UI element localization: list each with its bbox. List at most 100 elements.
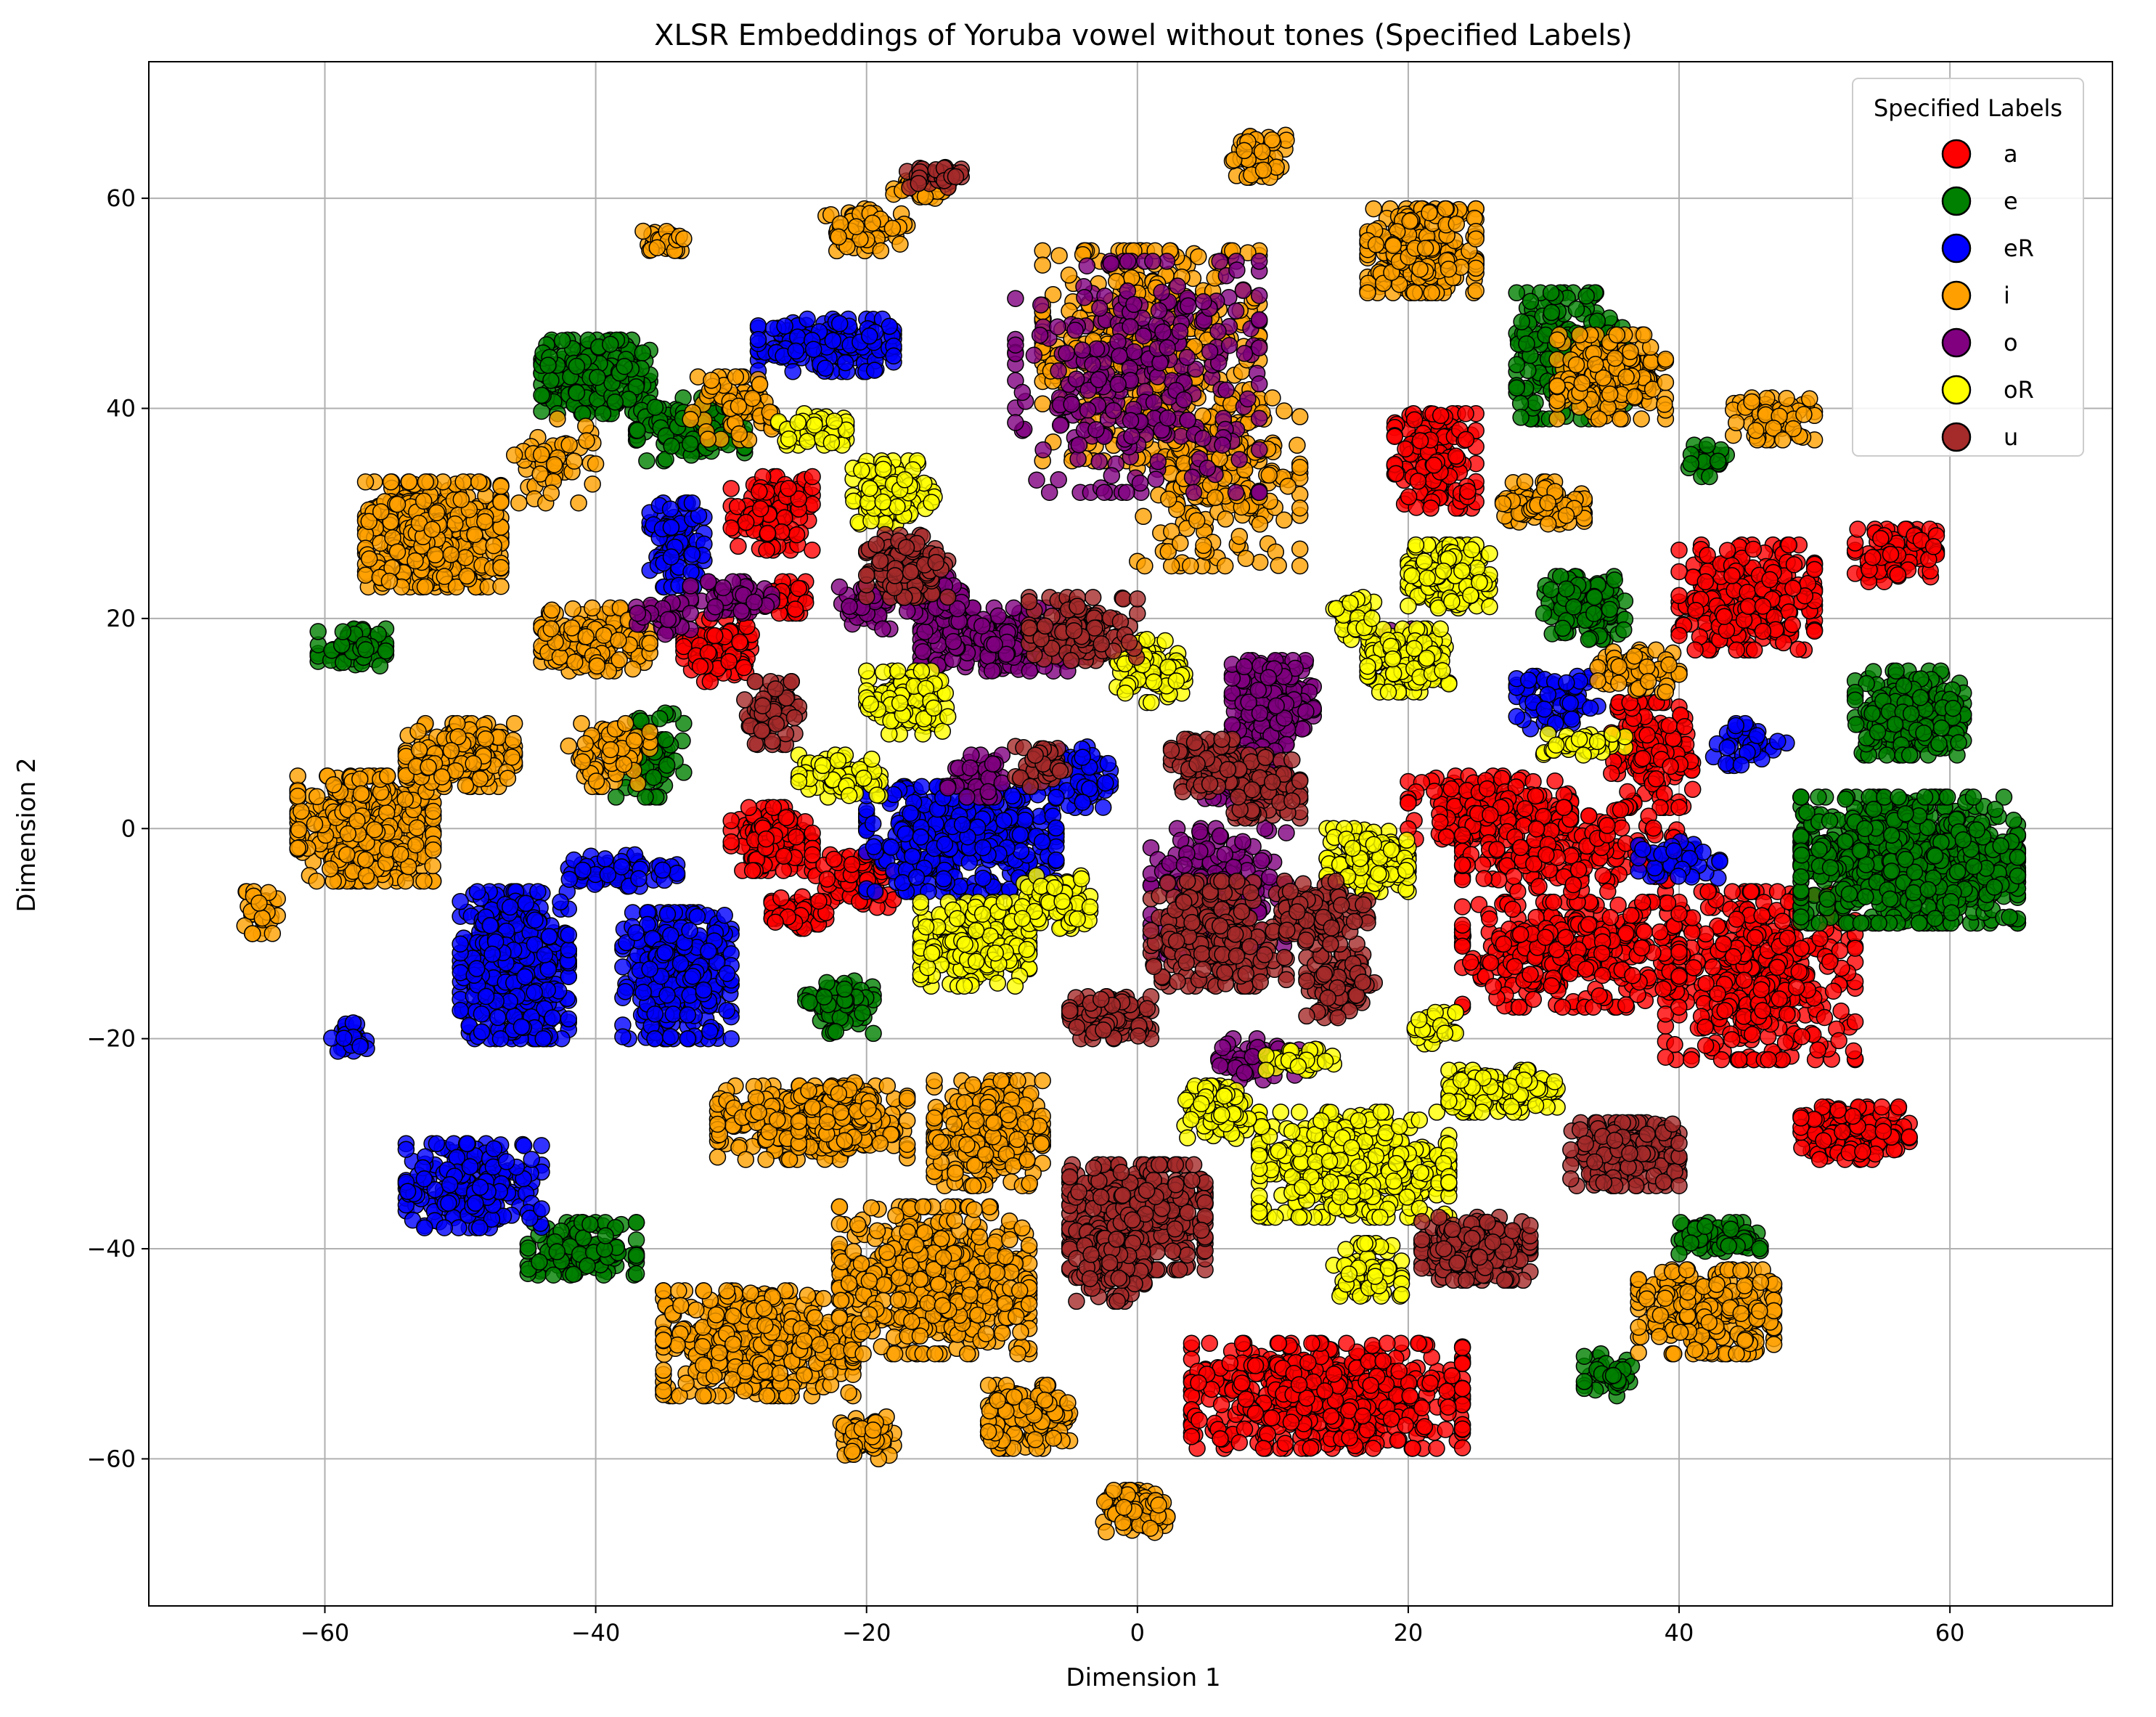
data-point-a bbox=[1212, 1431, 1228, 1447]
data-point-a bbox=[1317, 1383, 1333, 1399]
data-point-a bbox=[1744, 1027, 1760, 1043]
data-point-e bbox=[1543, 304, 1559, 320]
data-point-e bbox=[1555, 620, 1571, 636]
data-point-a bbox=[1753, 982, 1769, 998]
data-point-a bbox=[1507, 958, 1523, 974]
data-point-a bbox=[1717, 1003, 1733, 1019]
data-point-a bbox=[1326, 1366, 1342, 1382]
data-point-e bbox=[1993, 838, 2009, 854]
data-point-a bbox=[1339, 1335, 1355, 1351]
data-point-a bbox=[1455, 857, 1471, 873]
data-point-e bbox=[1986, 879, 2002, 895]
data-point-a bbox=[1667, 1037, 1683, 1053]
data-point-e bbox=[1950, 864, 1966, 880]
data-point-e bbox=[1884, 863, 1900, 879]
data-point-a bbox=[1833, 1003, 1849, 1019]
data-point-a bbox=[1489, 841, 1505, 857]
data-point-a bbox=[723, 813, 739, 829]
data-point-e bbox=[1927, 848, 1943, 864]
data-point-e bbox=[1879, 747, 1895, 763]
data-point-a bbox=[819, 871, 835, 887]
data-point-a bbox=[1762, 571, 1778, 587]
data-point-e bbox=[597, 1228, 613, 1244]
data-point-e bbox=[1896, 678, 1912, 694]
data-point-e bbox=[1858, 889, 1874, 905]
data-point-e bbox=[1882, 891, 1898, 907]
data-point-e bbox=[1819, 892, 1835, 908]
data-point-a bbox=[1455, 917, 1471, 933]
data-point-a bbox=[1865, 550, 1881, 566]
data-point-a bbox=[1595, 868, 1611, 884]
data-point-a bbox=[1323, 1408, 1339, 1424]
data-point-e bbox=[663, 438, 679, 454]
data-point-a bbox=[1812, 1151, 1828, 1167]
data-point-a bbox=[1847, 1014, 1863, 1030]
data-point-a bbox=[1787, 557, 1802, 573]
data-point-e bbox=[582, 1216, 598, 1232]
data-point-a bbox=[1671, 542, 1687, 558]
data-point-a bbox=[1845, 1109, 1861, 1125]
data-point-e bbox=[1917, 789, 1933, 805]
data-point-e bbox=[1793, 909, 1809, 925]
data-point-a bbox=[1614, 820, 1630, 836]
data-point-a bbox=[1479, 781, 1495, 797]
data-point-a bbox=[1414, 1400, 1430, 1416]
data-point-a bbox=[1613, 802, 1629, 817]
data-point-a bbox=[1214, 1397, 1230, 1413]
data-point-a bbox=[1822, 954, 1838, 970]
data-point-e bbox=[1870, 724, 1886, 740]
data-point-a bbox=[1460, 484, 1476, 499]
data-point-e bbox=[555, 333, 571, 348]
data-point-e bbox=[1822, 813, 1838, 829]
data-point-e bbox=[1903, 706, 1919, 722]
data-point-a bbox=[1891, 1099, 1907, 1115]
data-point-a bbox=[1780, 930, 1796, 946]
data-point-a bbox=[775, 862, 791, 878]
data-point-a bbox=[1755, 598, 1771, 614]
data-point-e bbox=[1793, 789, 1809, 805]
data-point-e bbox=[652, 711, 668, 727]
data-point-a bbox=[1794, 1029, 1810, 1045]
data-point-a bbox=[1778, 1035, 1794, 1051]
data-point-a bbox=[1443, 781, 1459, 797]
data-point-a bbox=[791, 581, 807, 597]
data-point-a bbox=[1455, 899, 1471, 915]
data-point-a bbox=[1785, 580, 1801, 596]
data-point-a bbox=[788, 601, 804, 617]
data-point-a bbox=[788, 829, 804, 845]
data-point-a bbox=[1558, 929, 1574, 945]
data-point-e bbox=[1508, 356, 1524, 372]
data-point-a bbox=[1699, 547, 1715, 563]
data-point-a bbox=[776, 848, 792, 864]
data-point-e bbox=[1857, 820, 1873, 836]
data-point-e bbox=[1559, 581, 1575, 597]
data-point-a bbox=[1495, 936, 1511, 952]
data-point-e bbox=[589, 370, 605, 386]
data-point-e bbox=[629, 1232, 645, 1248]
data-point-e bbox=[1898, 806, 1914, 822]
data-point-a bbox=[1635, 751, 1651, 767]
data-point-a bbox=[1671, 968, 1687, 984]
data-point-a bbox=[1873, 531, 1889, 547]
data-point-a bbox=[1816, 1010, 1832, 1026]
data-point-e bbox=[1513, 409, 1529, 425]
data-point-a bbox=[1407, 412, 1423, 428]
data-point-e bbox=[1810, 789, 1826, 805]
data-point-e bbox=[647, 399, 663, 415]
data-point-a bbox=[1458, 431, 1474, 447]
data-point-a bbox=[1448, 448, 1464, 464]
data-point-e bbox=[1916, 725, 1932, 741]
data-point-a bbox=[1238, 1391, 1254, 1407]
data-point-e bbox=[1527, 395, 1543, 411]
data-point-a bbox=[1455, 1440, 1471, 1456]
data-point-e bbox=[358, 642, 374, 658]
data-point-e bbox=[1898, 852, 1914, 868]
data-point-a bbox=[1384, 1411, 1400, 1427]
data-point-e bbox=[1519, 336, 1535, 352]
data-point-a bbox=[1510, 884, 1526, 900]
data-point-e bbox=[1866, 802, 1882, 817]
data-point-a bbox=[1625, 968, 1641, 984]
data-point-e bbox=[520, 1240, 536, 1256]
data-point-a bbox=[1578, 961, 1594, 977]
data-point-a bbox=[1754, 908, 1770, 923]
